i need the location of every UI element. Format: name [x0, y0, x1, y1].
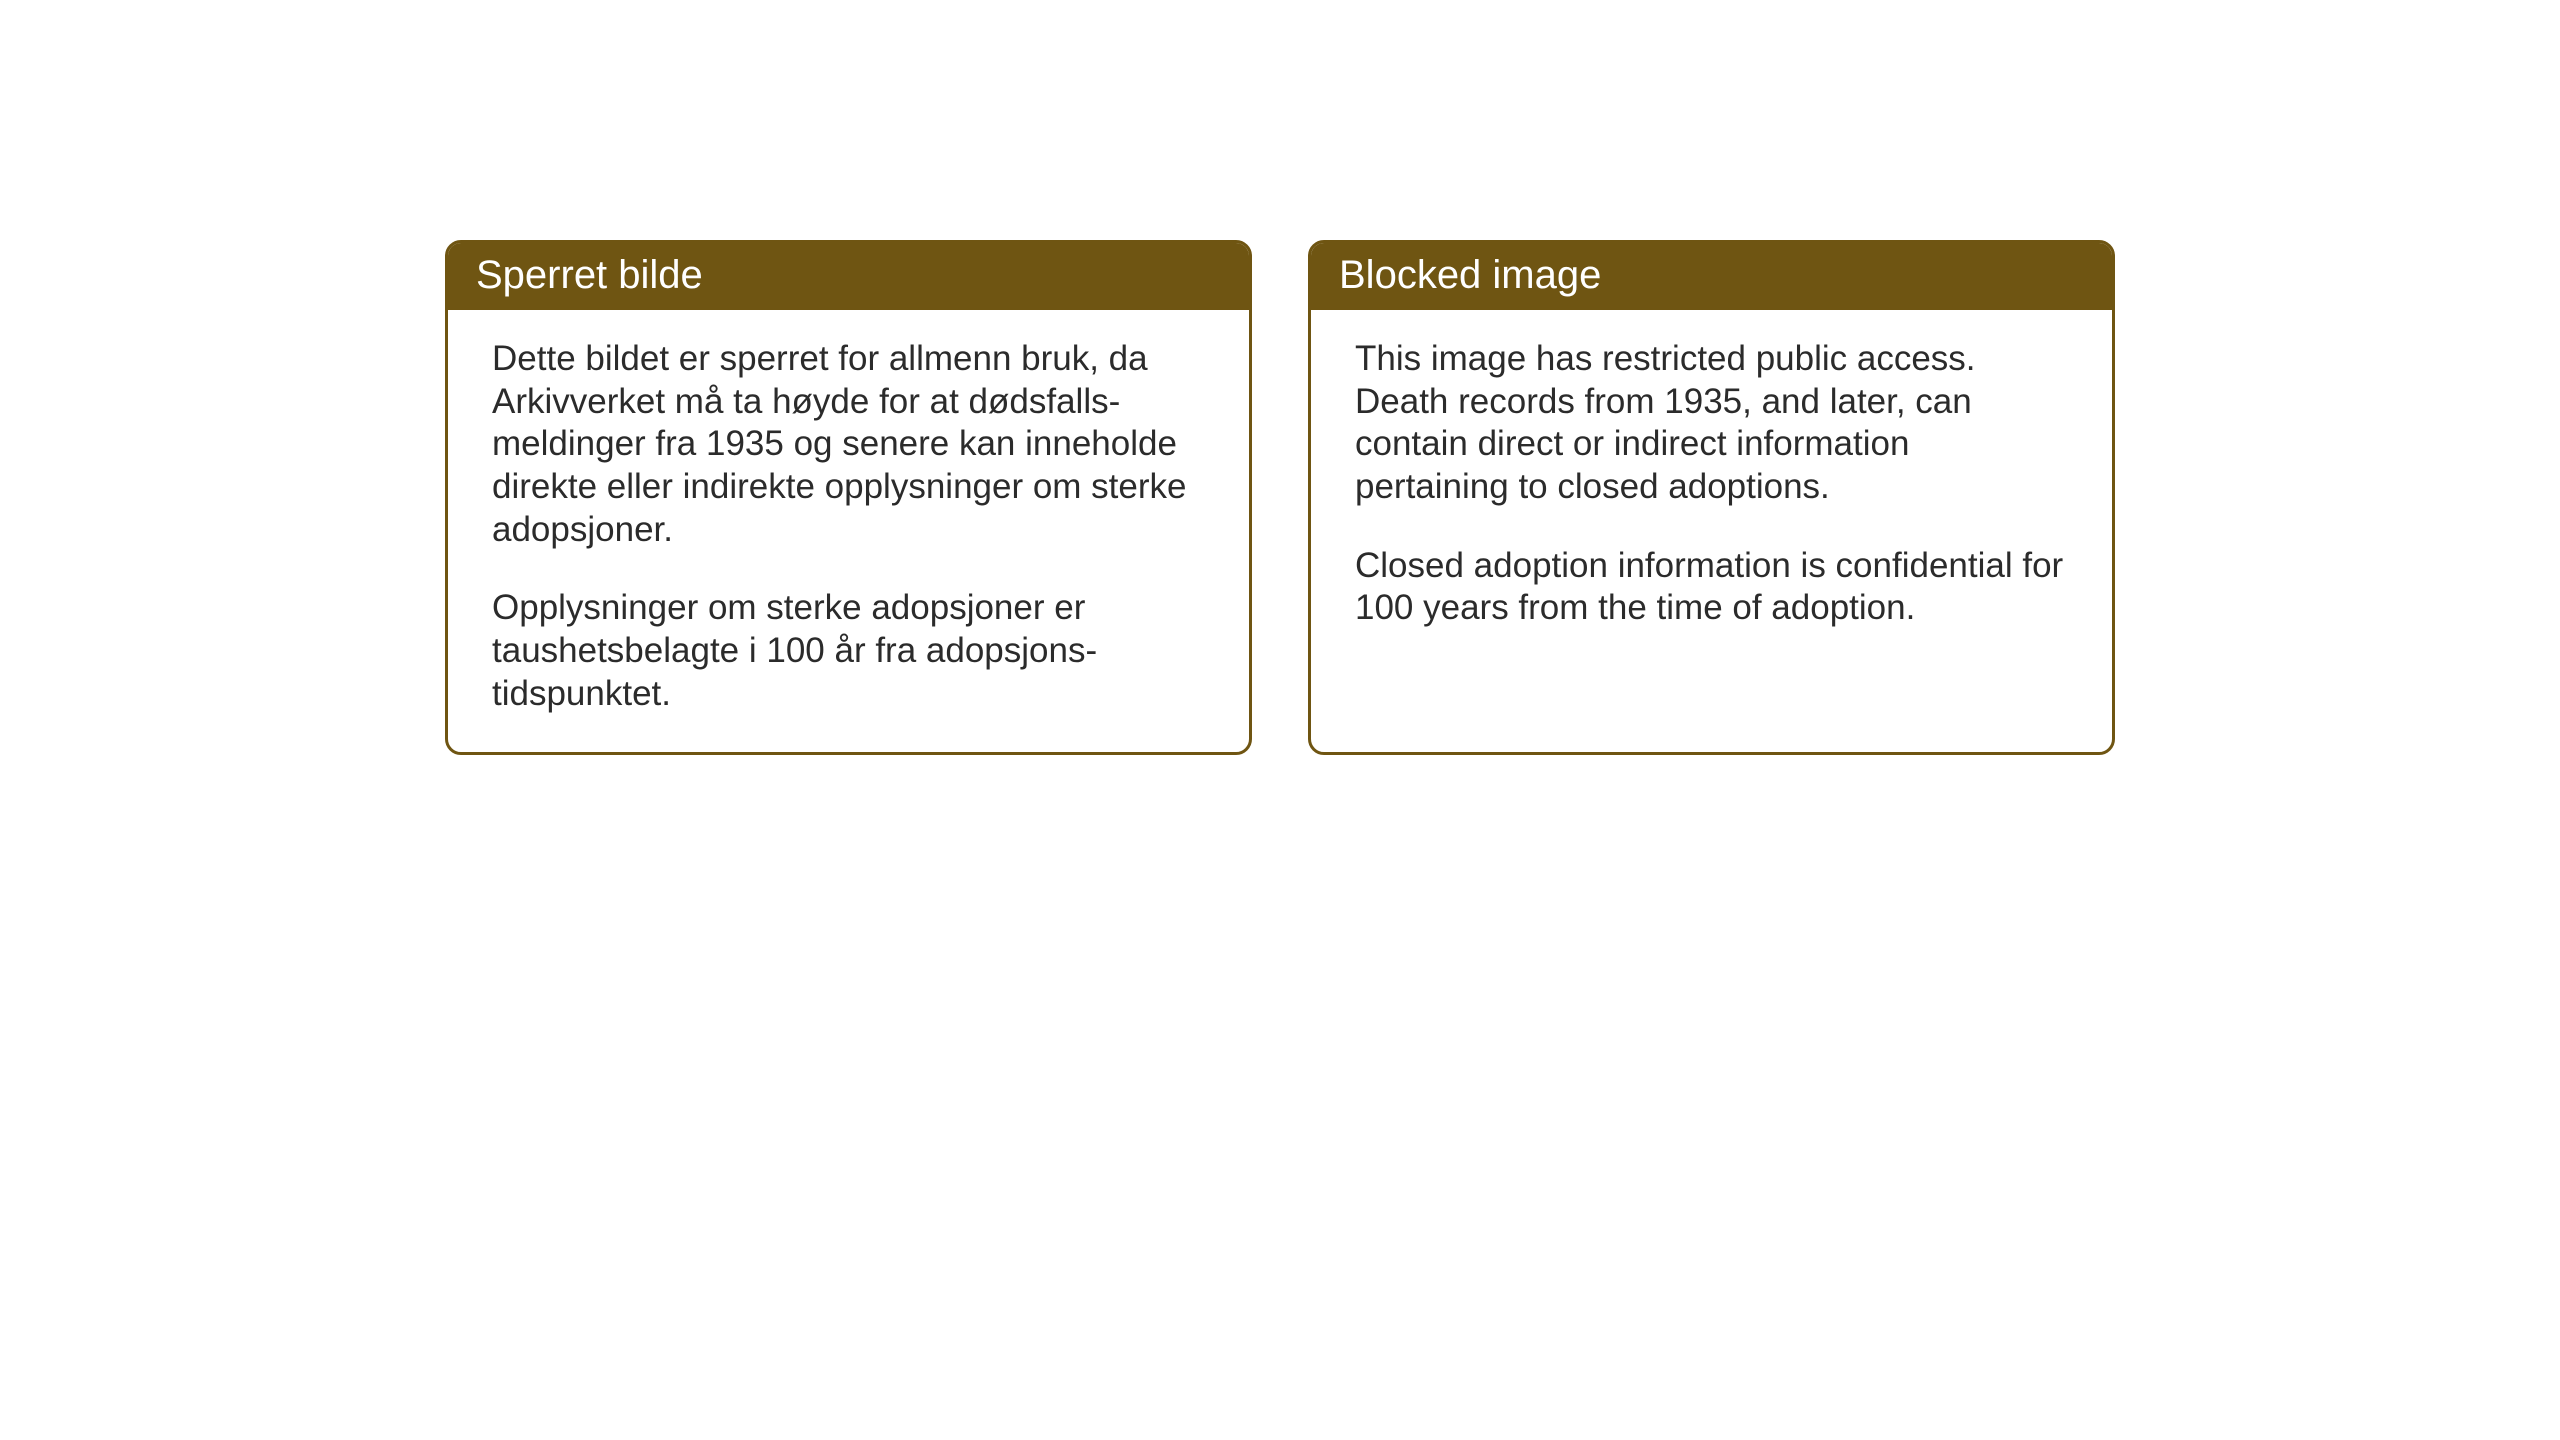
- card-paragraph: Opplysninger om sterke adopsjoner er tau…: [492, 587, 1205, 715]
- notice-card-norwegian: Sperret bilde Dette bildet er sperret fo…: [445, 240, 1252, 755]
- card-paragraph: Dette bildet er sperret for allmenn bruk…: [492, 338, 1205, 551]
- card-body-norwegian: Dette bildet er sperret for allmenn bruk…: [448, 310, 1249, 752]
- card-paragraph: This image has restricted public access.…: [1355, 338, 2068, 509]
- card-body-english: This image has restricted public access.…: [1311, 310, 2112, 666]
- card-header-english: Blocked image: [1311, 243, 2112, 310]
- card-header-norwegian: Sperret bilde: [448, 243, 1249, 310]
- card-title-english: Blocked image: [1339, 253, 1601, 297]
- notice-card-container: Sperret bilde Dette bildet er sperret fo…: [445, 240, 2115, 755]
- notice-card-english: Blocked image This image has restricted …: [1308, 240, 2115, 755]
- card-title-norwegian: Sperret bilde: [476, 253, 703, 297]
- card-paragraph: Closed adoption information is confident…: [1355, 545, 2068, 630]
